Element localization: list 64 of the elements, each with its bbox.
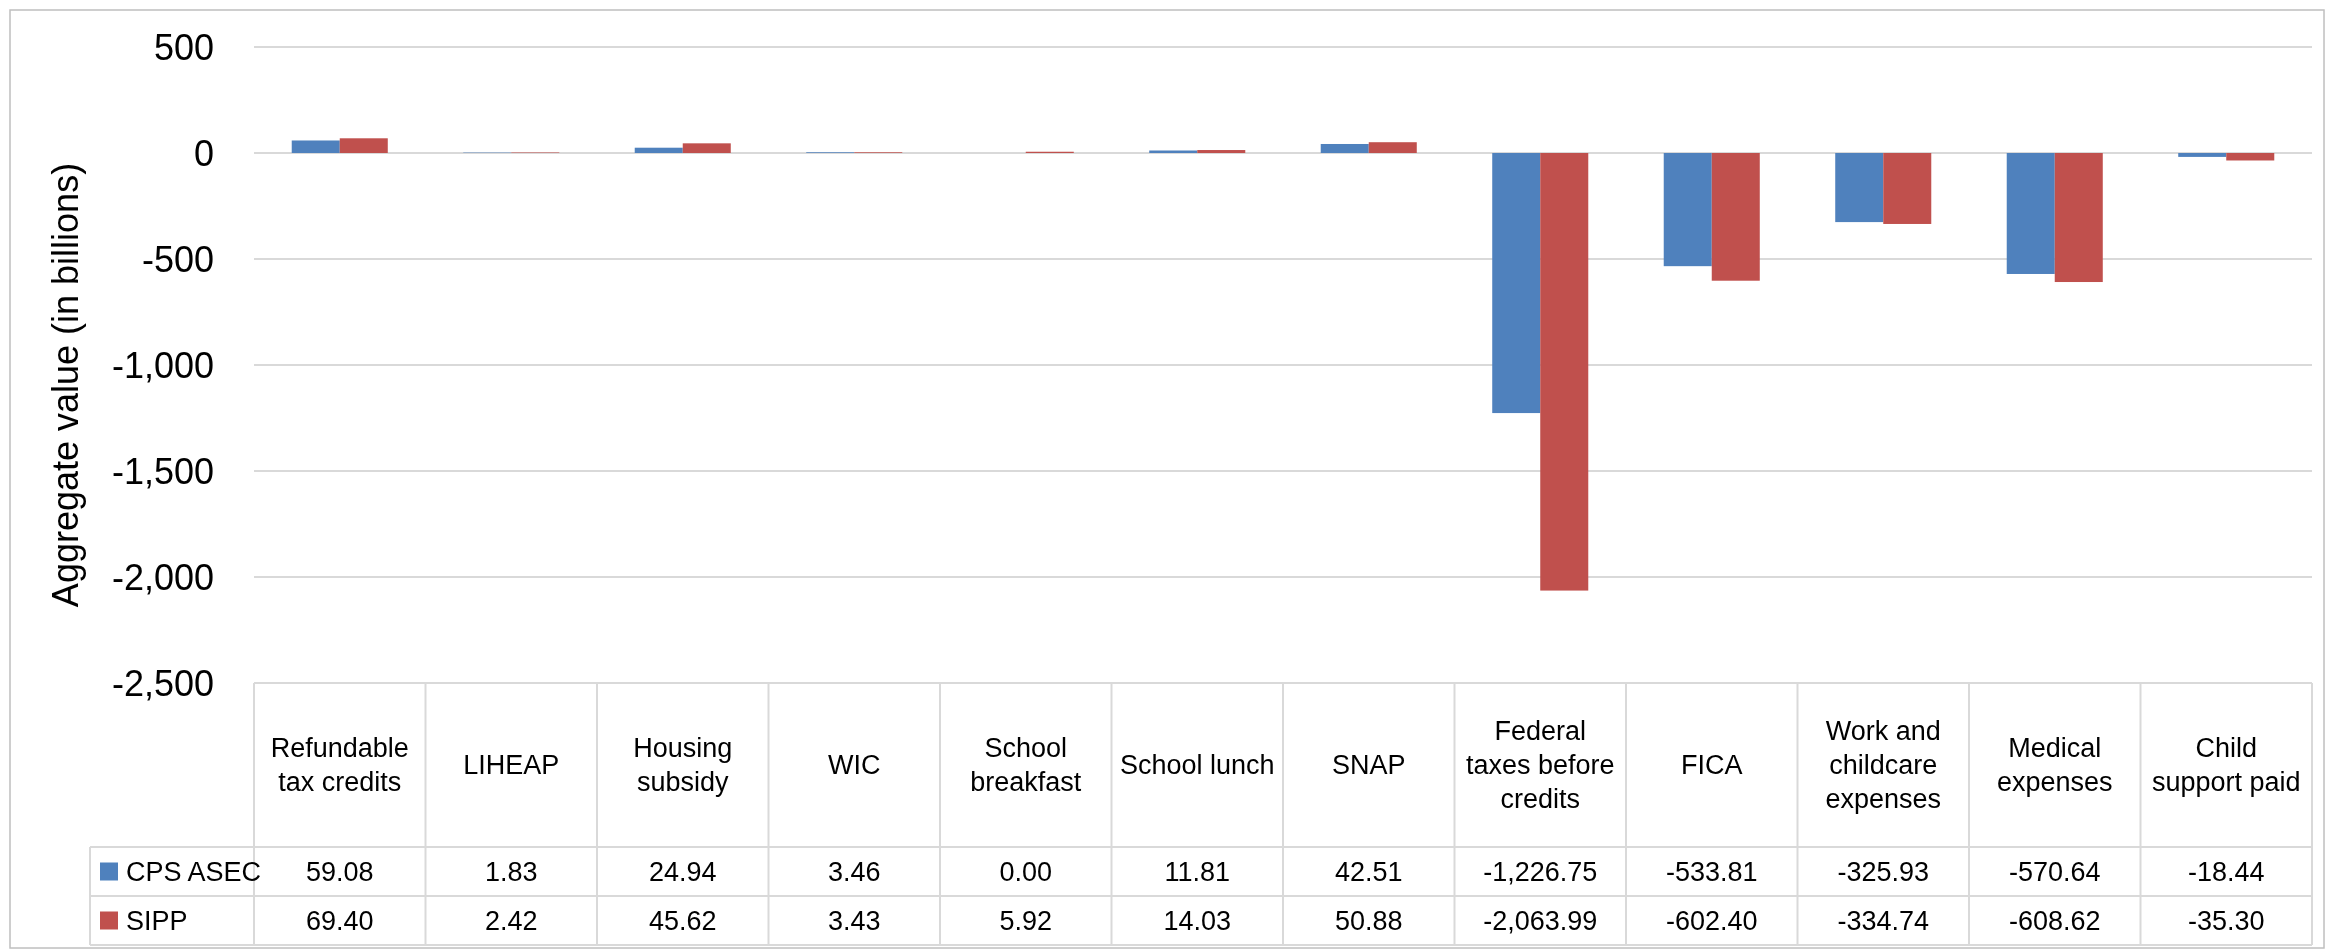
- x-tick-label: Housing subsidy: [633, 733, 733, 798]
- y-tick-label: -1,000: [111, 344, 214, 386]
- bar: [634, 147, 683, 153]
- data-label: -2,063.99: [1483, 905, 1598, 936]
- data-label: 50.88: [1334, 905, 1403, 936]
- x-tick-label: Refundable tax credits: [270, 733, 409, 798]
- bar: [2178, 153, 2227, 157]
- data-label: 14.03: [1163, 905, 1232, 936]
- bar: [339, 138, 388, 153]
- bar: [1197, 150, 1246, 153]
- data-label: -608.62: [2008, 905, 2101, 936]
- bar: [291, 140, 340, 153]
- bar: [1492, 153, 1541, 414]
- data-label: 0.00: [999, 856, 1053, 887]
- data-label: 24.94: [648, 856, 717, 887]
- x-tick-label: School breakfast: [970, 733, 1082, 798]
- data-label: 59.08: [305, 856, 374, 887]
- data-label: 45.62: [648, 905, 717, 936]
- x-tick-label: FICA: [1680, 750, 1743, 781]
- data-label: -18.44: [2187, 856, 2265, 887]
- data-label: 2.42: [484, 905, 538, 936]
- data-label: -35.30: [2187, 905, 2265, 936]
- y-tick-label: -1,500: [111, 450, 214, 492]
- data-label: 69.40: [305, 905, 374, 936]
- x-tick-label: School lunch: [1119, 750, 1275, 781]
- data-label: -570.64: [2008, 856, 2101, 887]
- bar: [1540, 153, 1589, 591]
- data-label: 3.46: [827, 856, 881, 887]
- bar: [1320, 143, 1369, 153]
- data-label: 3.43: [827, 905, 881, 936]
- legend-label: CPS ASEC: [126, 856, 262, 887]
- bar: [682, 143, 731, 153]
- bar: [1149, 150, 1198, 153]
- y-tick-label: -2,000: [111, 556, 214, 598]
- data-label: 42.51: [1334, 856, 1403, 887]
- data-label: -1,226.75: [1483, 856, 1598, 887]
- x-tick-label: Medical expenses: [1996, 733, 2113, 798]
- y-tick-label: -500: [141, 238, 214, 280]
- bar: [2006, 153, 2055, 274]
- data-label: 5.92: [999, 905, 1053, 936]
- bar: [1835, 153, 1884, 223]
- bar: [2226, 153, 2275, 161]
- bar: [2054, 153, 2103, 283]
- data-label: -334.74: [1837, 905, 1930, 936]
- legend-label: SIPP: [126, 905, 188, 936]
- y-axis-title: Aggregate value (in billions): [45, 162, 86, 608]
- x-tick-label: LIHEAP: [463, 750, 560, 781]
- y-tick-label: 500: [153, 26, 214, 68]
- data-label: -602.40: [1665, 905, 1758, 936]
- x-tick-label: Child support paid: [2151, 733, 2301, 798]
- x-tick-label: SNAP: [1331, 750, 1406, 781]
- bar: [1883, 153, 1932, 224]
- y-tick-label: -2,500: [111, 662, 214, 704]
- bar: [1368, 142, 1417, 153]
- data-label: 11.81: [1164, 856, 1231, 887]
- data-label: -533.81: [1665, 856, 1758, 887]
- bar: [1663, 153, 1712, 267]
- y-tick-label: 0: [193, 132, 214, 174]
- x-tick-label: Federal taxes before credits: [1465, 716, 1615, 815]
- x-tick-label: WIC: [828, 750, 881, 781]
- data-label: 1.83: [484, 856, 538, 887]
- bar: [1711, 153, 1760, 281]
- data-label: -325.93: [1837, 856, 1930, 887]
- x-tick-label: Work and childcare expenses: [1825, 716, 1942, 815]
